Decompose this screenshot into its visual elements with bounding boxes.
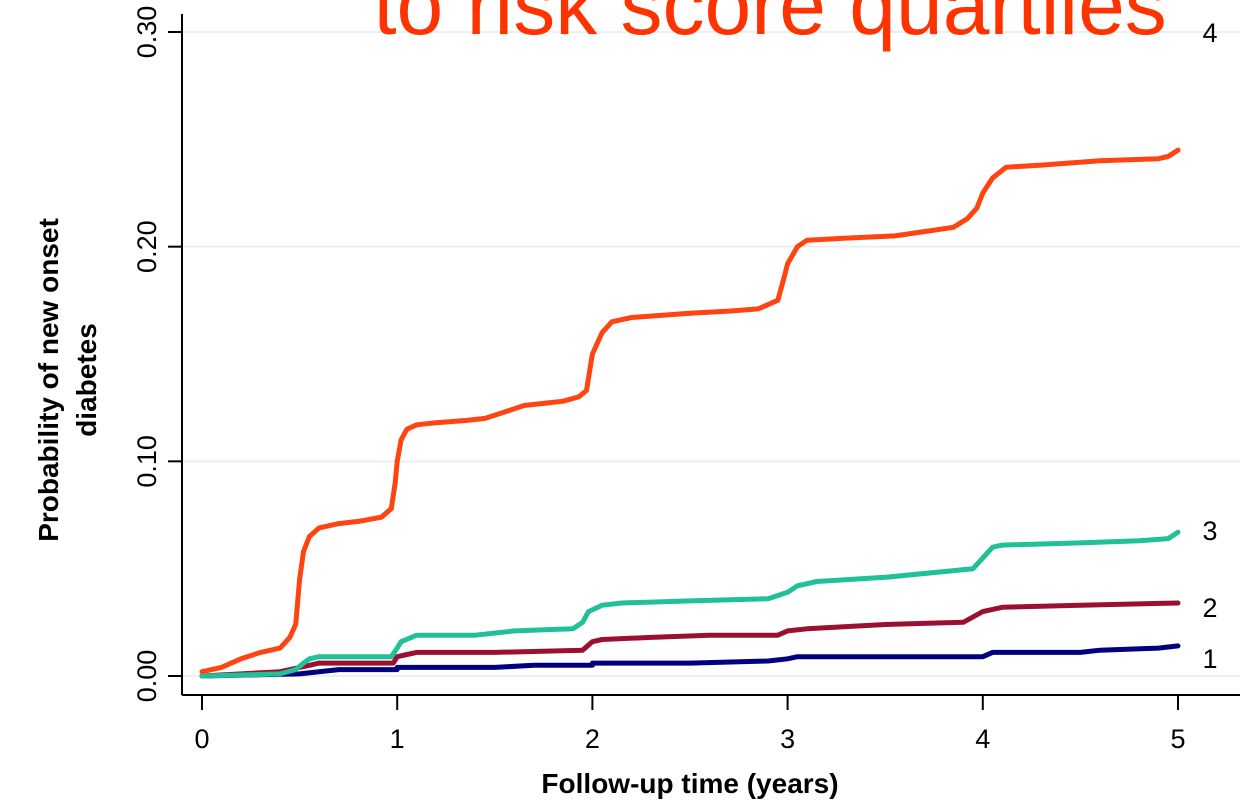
x-tick-label: 5 [1170,724,1185,754]
series-line-3 [199,529,1181,679]
y-tick-label: 0.20 [132,220,162,273]
x-tick-label: 3 [780,724,795,754]
x-tick-label: 0 [194,724,209,754]
y-tick-label: 0.00 [132,650,162,703]
x-tick-label: 1 [390,724,405,754]
series-end-label: 2 [1202,593,1217,623]
x-axis-title: Follow-up time (years) [541,768,838,799]
series-line-2 [199,600,1181,679]
y-tick-label: 0.30 [132,6,162,59]
grid-lines [182,31,1240,677]
y-axis-title-line2: diabetes [71,323,102,437]
series-lines [199,147,1181,679]
series-end-labels: 1 2 3 4 [1202,18,1217,674]
axes [181,14,1240,696]
series-end-label: 4 [1202,18,1217,48]
series-end-label: 1 [1202,644,1217,674]
series-end-label: 3 [1202,516,1217,546]
series-line-1 [199,643,1181,679]
x-tick-label: 4 [975,724,990,754]
y-axis-title-line1: Probability of new onset [33,218,64,542]
series-line-4 [199,147,1181,675]
y-tick-label: 0.10 [132,435,162,488]
x-tick-label: 2 [585,724,600,754]
chart-title: to risk score quartiles [373,0,1167,52]
ticks: 0.00 0.10 0.20 0.30 0 1 2 3 4 5 [132,6,1186,754]
